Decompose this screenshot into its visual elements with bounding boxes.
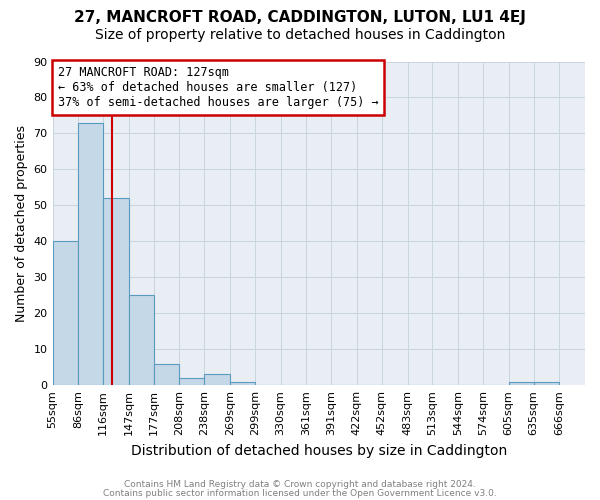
Bar xyxy=(53,242,78,385)
Bar xyxy=(179,378,205,385)
Text: Contains public sector information licensed under the Open Government Licence v3: Contains public sector information licen… xyxy=(103,488,497,498)
Text: 27 MANCROFT ROAD: 127sqm
← 63% of detached houses are smaller (127)
37% of semi-: 27 MANCROFT ROAD: 127sqm ← 63% of detach… xyxy=(58,66,379,110)
Bar xyxy=(129,296,154,385)
Bar xyxy=(154,364,179,385)
X-axis label: Distribution of detached houses by size in Caddington: Distribution of detached houses by size … xyxy=(131,444,507,458)
Bar xyxy=(509,382,533,385)
Text: 27, MANCROFT ROAD, CADDINGTON, LUTON, LU1 4EJ: 27, MANCROFT ROAD, CADDINGTON, LUTON, LU… xyxy=(74,10,526,25)
Bar xyxy=(230,382,255,385)
Text: Contains HM Land Registry data © Crown copyright and database right 2024.: Contains HM Land Registry data © Crown c… xyxy=(124,480,476,489)
Bar xyxy=(533,382,559,385)
Text: Size of property relative to detached houses in Caddington: Size of property relative to detached ho… xyxy=(95,28,505,42)
Y-axis label: Number of detached properties: Number of detached properties xyxy=(15,125,28,322)
Bar xyxy=(205,374,230,385)
Bar xyxy=(103,198,129,385)
Bar xyxy=(78,122,103,385)
